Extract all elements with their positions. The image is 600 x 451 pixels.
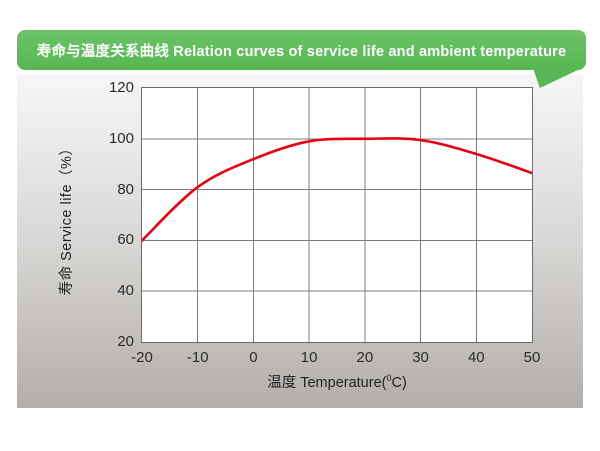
x-axis-title-text: 温度 Temperature( [267, 375, 387, 391]
chart-canvas [142, 88, 532, 342]
x-tick-label: -20 [131, 349, 153, 366]
gridlines [142, 88, 532, 342]
y-tick-label: 20 [117, 333, 134, 350]
x-tick-label: 30 [412, 349, 429, 366]
x-axis-title: 温度 Temperature(0C) [142, 371, 532, 392]
y-axis-title: 寿命 Service life（%） [59, 140, 75, 296]
y-tick-label: 60 [117, 231, 134, 249]
degree-superscript: 0 [386, 373, 392, 384]
y-tick-label: 120 [108, 79, 134, 96]
x-tick-label: 40 [467, 349, 485, 366]
y-tick-label: 40 [117, 282, 134, 300]
x-tick-label: 50 [523, 349, 541, 366]
y-tick-label: 100 [108, 129, 134, 147]
x-tick-label: 10 [300, 349, 318, 366]
y-axis-ticks: 20 40 60 80 100 120 [88, 79, 134, 350]
title-banner: 寿命与温度关系曲线 Relation curves of service lif… [17, 30, 586, 70]
x-tick-label: 20 [356, 349, 374, 366]
x-tick-label: 0 [249, 349, 258, 366]
service-life-curve [142, 137, 532, 242]
x-tick-label: -10 [186, 349, 209, 366]
chart-title: 寿命与温度关系曲线 Relation curves of service lif… [36, 43, 567, 60]
y-tick-label: 80 [117, 180, 134, 198]
plot-area [141, 87, 533, 343]
x-axis-ticks: -20 -10 0 10 20 30 40 50 [131, 349, 540, 369]
x-axis-title-unit: C) [391, 375, 407, 391]
